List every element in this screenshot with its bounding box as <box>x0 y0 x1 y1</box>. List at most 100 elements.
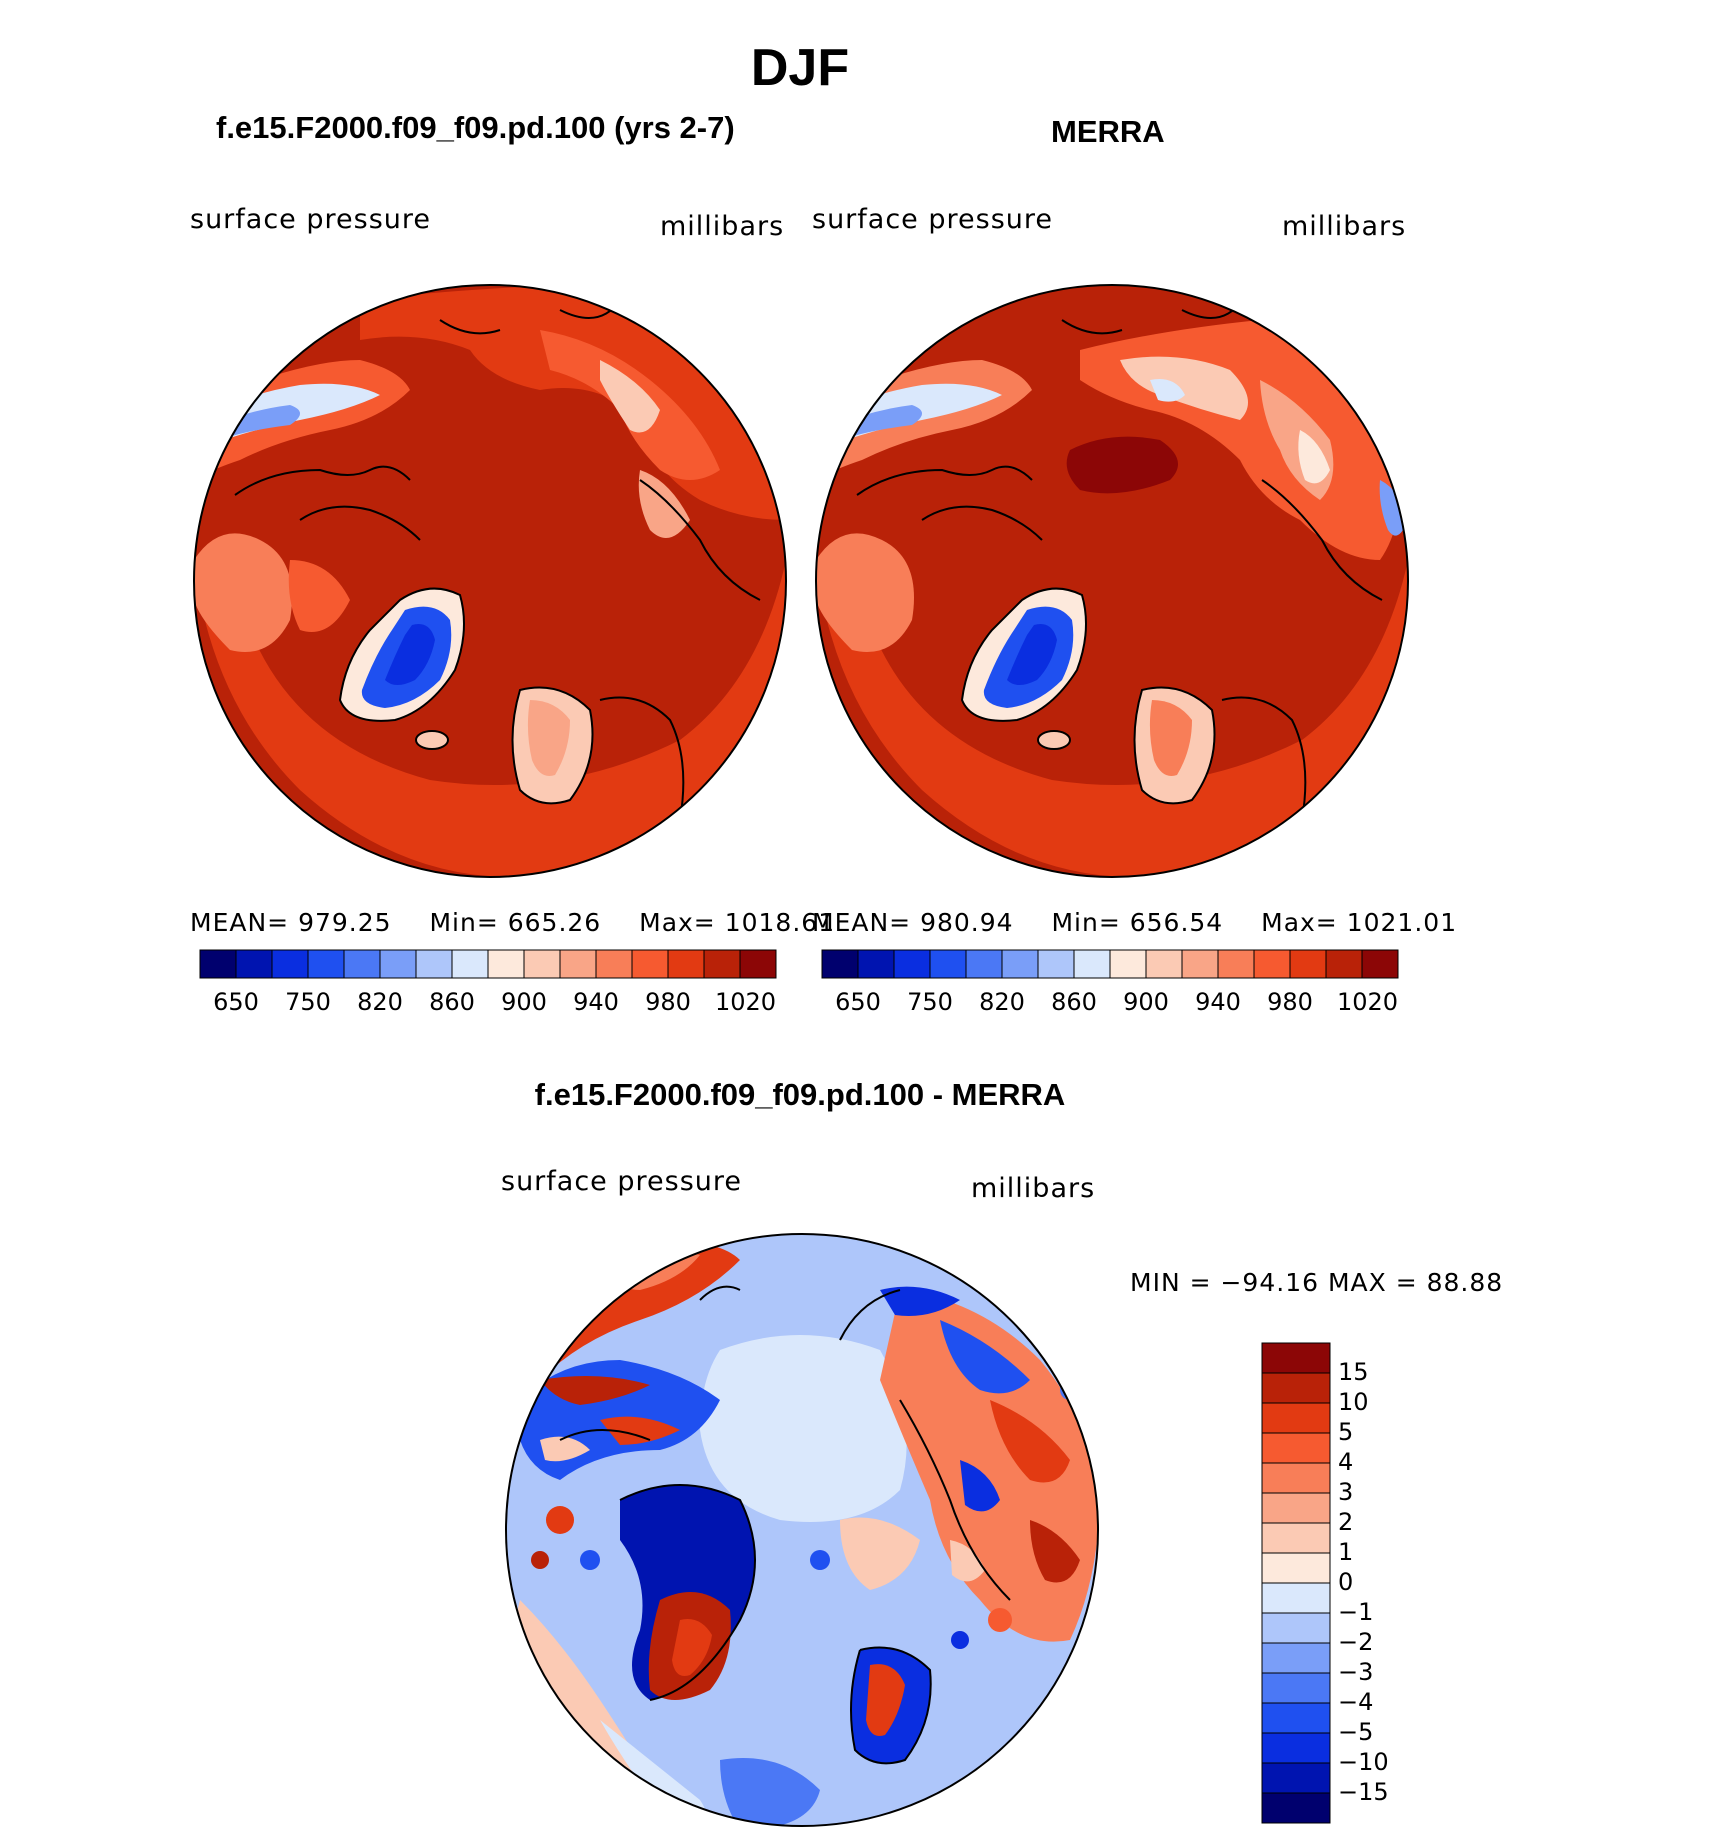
panel-2-stats: MEAN= 980.94 Min= 656.54 Max= 1021.01 <box>812 908 1457 937</box>
colorbar-2-swatch <box>1217 949 1255 979</box>
colorbar-1 <box>199 949 777 979</box>
difference-colorbar-swatch <box>1261 1732 1331 1764</box>
colorbar-1-tick-label: 860 <box>429 988 475 1016</box>
panel-2-mean-label: MEAN= <box>812 908 912 937</box>
colorbar-2-swatch <box>929 949 967 979</box>
colorbar-2-swatch <box>1181 949 1219 979</box>
panel-1-stats: MEAN= 979.25 Min= 665.26 Max= 1018.61 <box>190 908 835 937</box>
difference-colorbar-swatch <box>1261 1462 1331 1494</box>
colorbar-1-tick-label: 750 <box>285 988 331 1016</box>
difference-colorbar-swatch <box>1261 1762 1331 1794</box>
difference-colorbar-swatch <box>1261 1672 1331 1704</box>
colorbar-2-tick-label: 980 <box>1267 988 1313 1016</box>
colorbar-1-tick-label: 980 <box>645 988 691 1016</box>
panel-2-map <box>816 285 1408 877</box>
colorbar-1-swatch <box>235 949 273 979</box>
difference-colorbar-tick-label: −4 <box>1338 1688 1374 1716</box>
difference-colorbar-tick-label: −3 <box>1338 1658 1374 1686</box>
difference-colorbar-swatch <box>1261 1522 1331 1554</box>
colorbar-1-swatch <box>739 949 777 979</box>
colorbar-1-swatch <box>523 949 561 979</box>
difference-colorbar-swatch <box>1261 1402 1331 1434</box>
panel-1-variable-label: surface pressure <box>190 204 431 235</box>
difference-colorbar-tick-label: 2 <box>1338 1508 1354 1536</box>
colorbar-1-swatch <box>487 949 525 979</box>
colorbar-1-swatch <box>379 949 417 979</box>
colorbar-2-swatch <box>1289 949 1327 979</box>
panel-2-units-label: millibars <box>1282 211 1407 242</box>
colorbar-2-swatch <box>821 949 859 979</box>
difference-colorbar-swatch <box>1261 1552 1331 1584</box>
difference-colorbar-swatch <box>1261 1792 1331 1824</box>
colorbar-1-swatch <box>451 949 489 979</box>
colorbar-2-swatch <box>1325 949 1363 979</box>
colorbar-2-tick-label: 820 <box>979 988 1025 1016</box>
difference-colorbar-swatch <box>1261 1582 1331 1614</box>
difference-colorbar-tick-label: −1 <box>1338 1598 1374 1626</box>
colorbar-1-swatch <box>667 949 705 979</box>
difference-units-label: millibars <box>971 1173 1096 1204</box>
difference-colorbar-swatch <box>1261 1372 1331 1404</box>
colorbar-2-swatch <box>1361 949 1399 979</box>
panel-1-units-label: millibars <box>660 211 785 242</box>
colorbar-1-tick-label: 900 <box>501 988 547 1016</box>
difference-colorbar-tick-label: −15 <box>1338 1778 1389 1806</box>
colorbar-2-swatch <box>857 949 895 979</box>
panel-1-max-value: 1018.61 <box>724 908 836 937</box>
colorbar-2-swatch <box>1109 949 1147 979</box>
colorbar-2-tick-label: 900 <box>1123 988 1169 1016</box>
panel-1-mean-value: 979.25 <box>298 908 392 937</box>
panel-1-mean-label: MEAN= <box>190 908 290 937</box>
colorbar-1-swatch <box>307 949 345 979</box>
panel-1-max-label: Max= <box>639 908 716 937</box>
panel-2-max-value: 1021.01 <box>1346 908 1458 937</box>
panel-1-min-value: 665.26 <box>507 908 602 937</box>
figure-title: DJF <box>750 39 850 97</box>
difference-colorbar-tick-label: 3 <box>1338 1478 1354 1506</box>
panel-2-title: MERRA <box>1051 114 1165 149</box>
difference-colorbar-swatch <box>1261 1702 1331 1734</box>
difference-colorbar-tick-label: −2 <box>1338 1628 1374 1656</box>
colorbar-1-tick-label: 940 <box>573 988 619 1016</box>
difference-title: f.e15.F2000.f09_f09.pd.100 - MERRA <box>534 1077 1066 1112</box>
colorbar-1-swatch <box>271 949 309 979</box>
difference-colorbar-tick-label: 4 <box>1338 1448 1354 1476</box>
colorbar-1-swatch <box>631 949 669 979</box>
difference-variable-label: surface pressure <box>501 1166 742 1197</box>
panel-2-max-label: Max= <box>1261 908 1338 937</box>
colorbar-2-swatch <box>1001 949 1039 979</box>
colorbar-2-swatch <box>1253 949 1291 979</box>
panel-2-variable-label: surface pressure <box>812 204 1053 235</box>
difference-minmax: MIN = −94.16 MAX = 88.88 <box>1130 1268 1504 1297</box>
colorbar-2-tick-label: 940 <box>1195 988 1241 1016</box>
colorbar-2-swatch <box>893 949 931 979</box>
difference-colorbar-swatch <box>1261 1612 1331 1644</box>
colorbar-2-swatch <box>965 949 1003 979</box>
colorbar-1-tick-label: 650 <box>213 988 259 1016</box>
colorbar-2-swatch <box>1073 949 1111 979</box>
difference-colorbar <box>1261 1342 1331 1824</box>
difference-colorbar-tick-label: 0 <box>1338 1568 1354 1596</box>
difference-colorbar-tick-label: 15 <box>1338 1358 1369 1386</box>
colorbar-1-swatch <box>343 949 381 979</box>
difference-colorbar-swatch <box>1261 1492 1331 1524</box>
difference-colorbar-swatch <box>1261 1342 1331 1374</box>
difference-colorbar-tick-label: −5 <box>1338 1718 1374 1746</box>
colorbar-2-swatch <box>1145 949 1183 979</box>
panel-1-title: f.e15.F2000.f09_f09.pd.100 (yrs 2-7) <box>216 110 735 145</box>
colorbar-1-swatch <box>559 949 597 979</box>
colorbar-2-tick-label: 750 <box>907 988 953 1016</box>
colorbar-2-tick-label: 650 <box>835 988 881 1016</box>
panel-2-mean-value: 980.94 <box>920 908 1014 937</box>
colorbar-1-swatch <box>199 949 237 979</box>
colorbar-1-swatch <box>703 949 741 979</box>
difference-colorbar-tick-label: 10 <box>1338 1388 1369 1416</box>
difference-colorbar-tick-label: −10 <box>1338 1748 1389 1776</box>
panel-2-min-label: Min= <box>1051 908 1121 937</box>
colorbar-1-swatch <box>415 949 453 979</box>
difference-colorbar-tick-label: 1 <box>1338 1538 1354 1566</box>
colorbar-1-swatch <box>595 949 633 979</box>
difference-map <box>506 1234 1098 1826</box>
difference-colorbar-swatch <box>1261 1642 1331 1674</box>
